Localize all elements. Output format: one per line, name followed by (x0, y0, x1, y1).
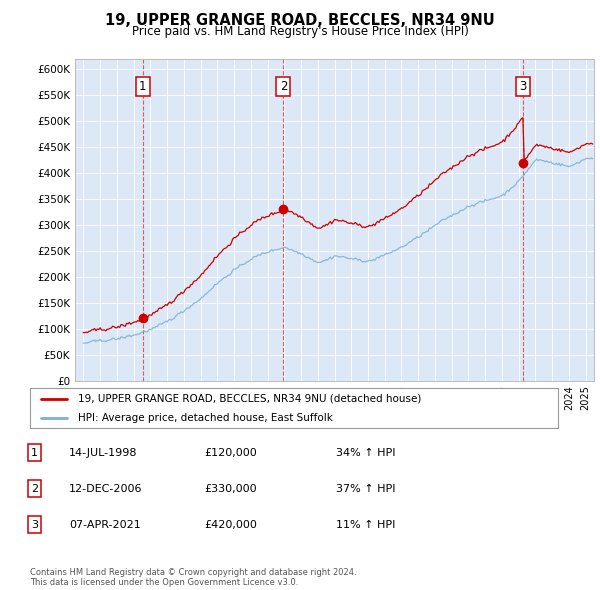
Text: 07-APR-2021: 07-APR-2021 (69, 520, 141, 529)
Text: 3: 3 (520, 80, 527, 93)
Text: 2: 2 (31, 484, 38, 493)
Text: 2: 2 (280, 80, 287, 93)
Text: £120,000: £120,000 (204, 448, 257, 457)
Text: 1: 1 (139, 80, 146, 93)
Text: 1: 1 (31, 448, 38, 457)
Text: 19, UPPER GRANGE ROAD, BECCLES, NR34 9NU (detached house): 19, UPPER GRANGE ROAD, BECCLES, NR34 9NU… (77, 394, 421, 404)
Text: 3: 3 (31, 520, 38, 529)
Text: £420,000: £420,000 (204, 520, 257, 529)
Text: 12-DEC-2006: 12-DEC-2006 (69, 484, 143, 493)
Text: HPI: Average price, detached house, East Suffolk: HPI: Average price, detached house, East… (77, 413, 332, 422)
Text: 14-JUL-1998: 14-JUL-1998 (69, 448, 137, 457)
Text: 11% ↑ HPI: 11% ↑ HPI (336, 520, 395, 529)
Text: Contains HM Land Registry data © Crown copyright and database right 2024.
This d: Contains HM Land Registry data © Crown c… (30, 568, 356, 587)
Text: 37% ↑ HPI: 37% ↑ HPI (336, 484, 395, 493)
Text: 19, UPPER GRANGE ROAD, BECCLES, NR34 9NU: 19, UPPER GRANGE ROAD, BECCLES, NR34 9NU (105, 13, 495, 28)
Text: 34% ↑ HPI: 34% ↑ HPI (336, 448, 395, 457)
Text: Price paid vs. HM Land Registry's House Price Index (HPI): Price paid vs. HM Land Registry's House … (131, 25, 469, 38)
Text: £330,000: £330,000 (204, 484, 257, 493)
